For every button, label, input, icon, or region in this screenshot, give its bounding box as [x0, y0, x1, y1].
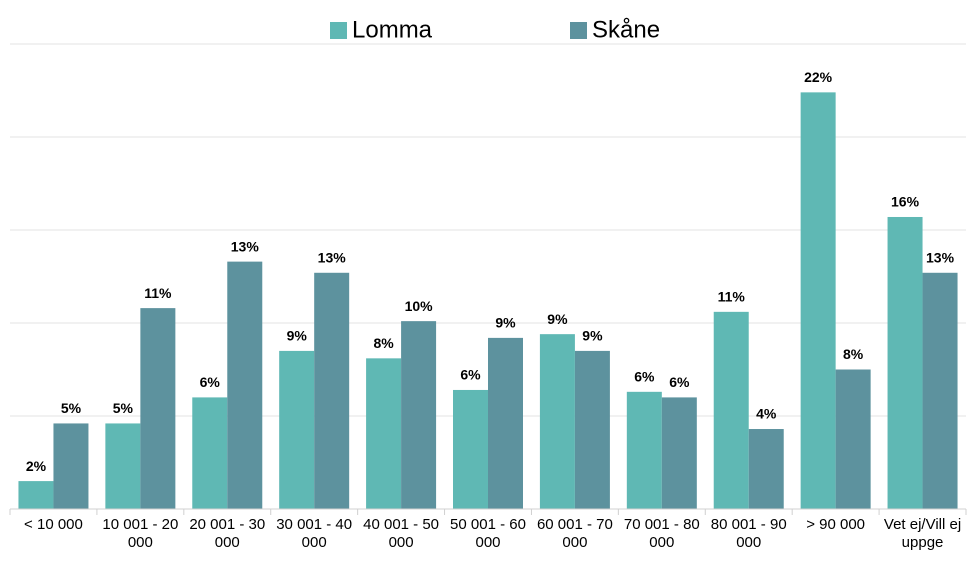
bar [453, 389, 488, 509]
bar [835, 369, 871, 509]
legend-label: Skåne [592, 16, 660, 43]
bar [105, 423, 141, 509]
data-label: 11% [144, 285, 172, 301]
bar [314, 272, 350, 509]
data-label: 2% [26, 458, 47, 474]
bar [626, 391, 662, 509]
legend-swatch [330, 22, 347, 39]
data-label: 6% [634, 369, 655, 385]
data-label: 6% [200, 374, 221, 390]
bar [539, 334, 575, 509]
bar [366, 358, 402, 509]
data-label: 8% [373, 335, 394, 351]
bar [53, 423, 89, 509]
x-tick-label: Vet ej/Vill ej uppge [883, 516, 962, 551]
data-label: 9% [495, 315, 516, 331]
bar [661, 397, 697, 509]
x-tick-label: 30 001 - 40 000 [276, 516, 353, 551]
bar [887, 216, 923, 510]
data-label: 5% [61, 400, 82, 416]
data-label: 11% [718, 289, 746, 305]
data-label: 8% [843, 346, 864, 362]
data-label: 13% [926, 249, 955, 265]
data-label: 22% [804, 69, 833, 85]
bar [488, 337, 523, 509]
data-label: 9% [287, 328, 308, 344]
x-tick-label: 10 001 - 20 000 [102, 516, 179, 551]
data-label: 13% [231, 238, 260, 254]
bar [192, 397, 228, 509]
data-label: 13% [318, 249, 347, 265]
x-tick-label: 80 001 - 90 000 [710, 516, 787, 551]
data-label: 16% [891, 194, 920, 210]
x-tick-label: < 10 000 [24, 516, 83, 533]
x-tick-label: > 90 000 [806, 516, 866, 533]
legend-label: Lomma [352, 16, 433, 43]
bar [140, 308, 176, 509]
x-tick-label: 60 001 - 70 000 [536, 516, 613, 551]
bar [279, 350, 315, 509]
data-label: 9% [582, 328, 603, 344]
bar [922, 272, 958, 509]
data-label: 6% [460, 367, 481, 383]
x-tick-label: 20 001 - 30 000 [189, 516, 266, 551]
x-tick-label: 40 001 - 50 000 [363, 516, 440, 551]
data-label: 4% [756, 406, 777, 422]
bar [574, 350, 610, 509]
bar [18, 481, 54, 509]
bar [748, 429, 784, 509]
data-label: 9% [547, 311, 568, 327]
data-label: 6% [669, 374, 690, 390]
bar [713, 311, 749, 509]
data-label: 10% [405, 298, 434, 314]
bar [800, 92, 836, 510]
bar [401, 321, 437, 509]
legend-swatch [570, 22, 587, 39]
data-label: 5% [113, 400, 134, 416]
bar [227, 261, 263, 509]
x-tick-label: 50 001 - 60 000 [450, 516, 526, 551]
x-tick-label: 70 001 - 80 000 [623, 516, 700, 551]
